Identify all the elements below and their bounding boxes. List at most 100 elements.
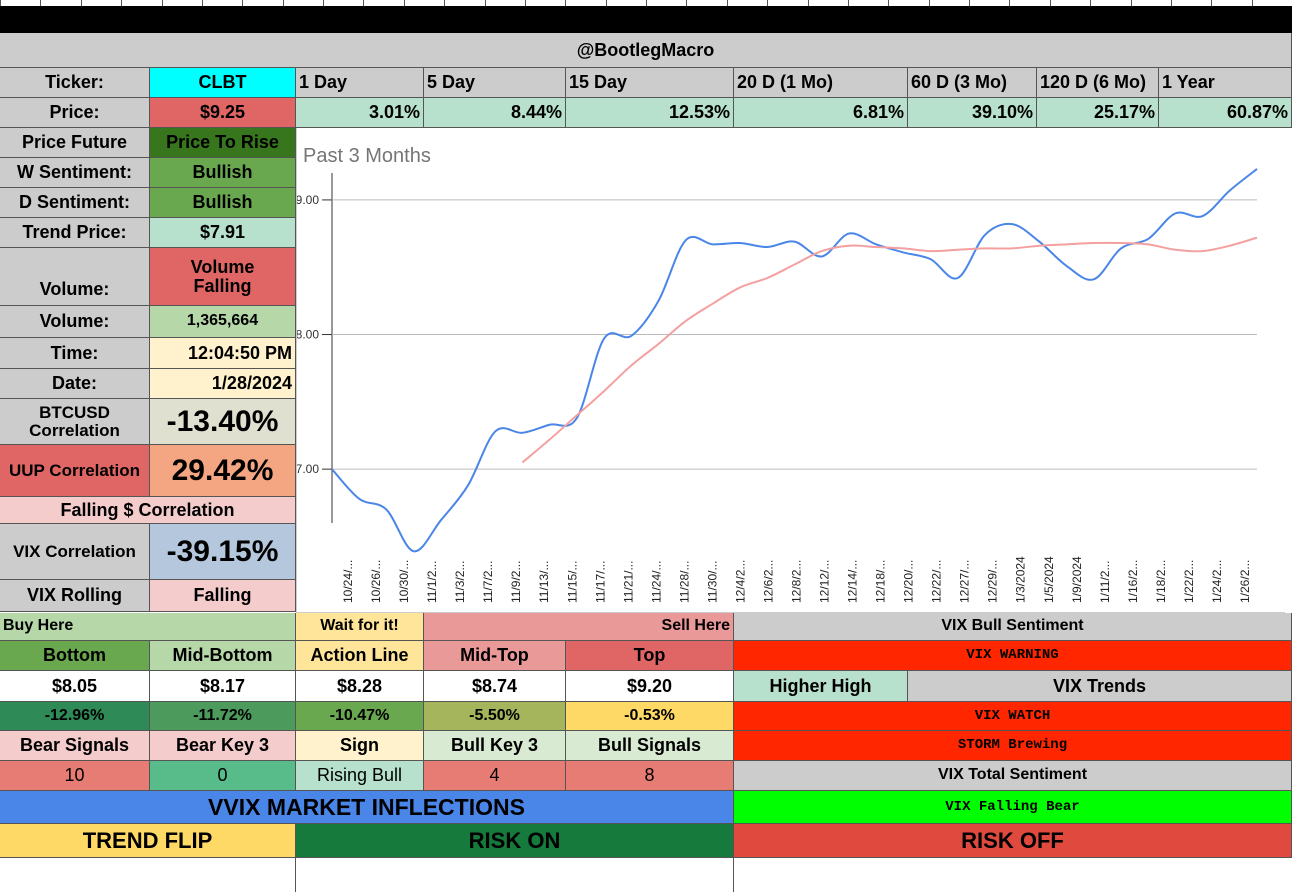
x-tick-label: 1/16/2...: [1126, 560, 1140, 603]
ticker-label: Ticker:: [0, 68, 150, 98]
x-tick-label: 1/11/2...: [1098, 561, 1112, 603]
x-tick-label: 11/1/2...: [425, 561, 439, 603]
btc-corr-label: BTCUSD Correlation: [0, 399, 150, 445]
price-chart-svg: Past 3 Months $7.00 $8.00 $9.00 10/24/... 1…: [297, 145, 1258, 603]
top-bar: [0, 6, 1292, 33]
level-mid-top-pct: -5.50%: [424, 702, 566, 731]
risk-off: RISK OFF: [734, 824, 1292, 858]
vix-higher-high: Higher High: [734, 671, 908, 702]
date-value: 1/28/2024: [150, 369, 296, 399]
vix-rolling-value: Falling: [150, 580, 296, 612]
y-tick-label: $9.00: [297, 193, 319, 207]
x-tick-label: 11/30/...: [705, 561, 719, 603]
level-action-line-price: $8.28: [296, 671, 424, 702]
x-tick-label: 11/7/2...: [481, 561, 495, 603]
period-6mo-change: 25.17%: [1037, 98, 1159, 128]
trend-price-value: $7.91: [150, 218, 296, 248]
uup-corr-label: UUP Correlation: [0, 445, 150, 497]
uup-corr-value: 29.42%: [150, 445, 296, 497]
x-tick-label: 11/3/2...: [453, 561, 467, 603]
period-1y-change: 60.87%: [1159, 98, 1292, 128]
ticker-value: CLBT: [150, 68, 296, 98]
risk-on-value: [296, 858, 734, 892]
level-action-line-name: Action Line: [296, 641, 424, 671]
wait-label: Wait for it!: [296, 613, 424, 641]
risk-on: RISK ON: [296, 824, 734, 858]
level-mid-top-name: Mid-Top: [424, 641, 566, 671]
y-tick-label: $7.00: [297, 462, 319, 476]
x-tick-label: 11/9/2...: [509, 561, 523, 603]
x-tick-label: 1/26/2...: [1238, 560, 1252, 603]
period-1mo-change: 6.81%: [734, 98, 908, 128]
trend-flip: TREND FLIP: [0, 824, 296, 858]
period-3mo-label: 60 D (3 Mo): [908, 68, 1037, 98]
risk-off-value: [734, 858, 1292, 892]
level-bottom-price: $8.05: [0, 671, 150, 702]
x-tick-label: 1/18/2...: [1154, 560, 1168, 603]
sell-here-label: Sell Here: [424, 613, 734, 641]
x-tick-label: 11/13/...: [537, 561, 551, 603]
period-5d-label: 5 Day: [424, 68, 566, 98]
x-tick-label: 1/3/2024: [1014, 556, 1028, 603]
period-5d-change: 8.44%: [424, 98, 566, 128]
period-15d-label: 15 Day: [566, 68, 734, 98]
vix-storm-brewing: STORM Brewing: [734, 731, 1292, 761]
x-tick-label: 1/9/2024: [1070, 556, 1084, 603]
x-tick-label: 11/15/...: [565, 561, 579, 603]
trend-flip-value: [0, 858, 296, 892]
falling-dollar-correlation: Falling $ Correlation: [0, 497, 296, 524]
d-sentiment-value: Bullish: [150, 188, 296, 218]
level-top-name: Top: [566, 641, 734, 671]
vix-trends: VIX Trends: [908, 671, 1292, 702]
bear-key-3-value: 0: [150, 761, 296, 791]
top-gridlines: [0, 0, 1292, 6]
time-label: Time:: [0, 338, 150, 369]
moving-average-line: [521, 236, 1258, 464]
sign-label: Sign: [296, 731, 424, 761]
volume-trend-label: Volume:: [0, 248, 150, 306]
period-1mo-label: 20 D (1 Mo): [734, 68, 908, 98]
price-chart: Past 3 Months $7.00 $8.00 $9.00 10/24/... 1…: [296, 128, 1285, 613]
x-tick-label: 11/24/...: [649, 561, 663, 603]
x-tick-label: 12/8/2...: [790, 560, 804, 603]
d-sentiment-label: D Sentiment:: [0, 188, 150, 218]
x-tick-label: 10/24/...: [341, 560, 355, 603]
btc-corr-value: -13.40%: [150, 399, 296, 445]
time-value: 12:04:50 PM: [150, 338, 296, 369]
level-action-line-pct: -10.47%: [296, 702, 424, 731]
bull-key-3-value: 4: [424, 761, 566, 791]
x-tick-label: 12/12/...: [818, 560, 832, 603]
buy-here-label: Buy Here: [0, 613, 296, 641]
x-tick-label: 10/26/...: [369, 560, 383, 603]
vix-warning: VIX WARNING: [734, 641, 1292, 671]
vix-watch: VIX WATCH: [734, 702, 1292, 731]
level-bottom-pct: -12.96%: [0, 702, 150, 731]
period-3mo-change: 39.10%: [908, 98, 1037, 128]
date-label: Date:: [0, 369, 150, 399]
volume-trend-value: Volume Falling: [150, 248, 296, 306]
level-top-price: $9.20: [566, 671, 734, 702]
x-tick-label: 12/14/...: [846, 560, 860, 603]
level-top-pct: -0.53%: [566, 702, 734, 731]
price-label: Price:: [0, 98, 150, 128]
w-sentiment-label: W Sentiment:: [0, 158, 150, 188]
x-tick-label: 11/21/...: [621, 561, 635, 603]
level-mid-bottom-pct: -11.72%: [150, 702, 296, 731]
x-tick-label: 12/18/...: [874, 560, 888, 603]
x-tick-label: 1/22/2...: [1182, 560, 1196, 603]
price-series-line: [331, 168, 1258, 553]
vix-corr-value: -39.15%: [150, 524, 296, 580]
bear-signals-label: Bear Signals: [0, 731, 150, 761]
level-mid-bottom-price: $8.17: [150, 671, 296, 702]
vix-falling-bear: VIX Falling Bear: [734, 791, 1292, 824]
vix-corr-label: VIX Correlation: [0, 524, 150, 580]
period-1d-label: 1 Day: [296, 68, 424, 98]
bull-signals-value: 8: [566, 761, 734, 791]
bull-signals-label: Bull Signals: [566, 731, 734, 761]
period-1d-change: 3.01%: [296, 98, 424, 128]
x-tick-label: 10/30/...: [397, 560, 411, 603]
level-mid-top-price: $8.74: [424, 671, 566, 702]
x-tick-label: 11/28/...: [677, 561, 691, 603]
period-1y-label: 1 Year: [1159, 68, 1292, 98]
x-tick-label: 12/6/2...: [761, 560, 775, 603]
